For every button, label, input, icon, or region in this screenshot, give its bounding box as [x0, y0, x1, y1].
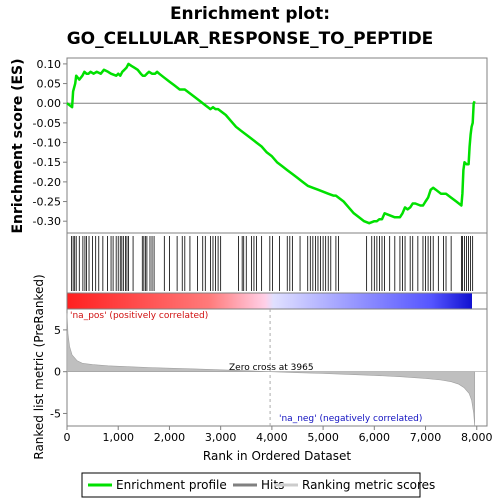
legend-label-enrichment-profile: Enrichment profile [116, 478, 227, 492]
es-curve [66, 62, 476, 225]
metric-x-tick-label: 0 [64, 431, 71, 444]
metric-x-tick-label: 3,000 [205, 431, 237, 444]
legend-label-hits: Hits [261, 478, 284, 492]
es-y-tick-label: 0.10 [37, 58, 62, 71]
metric-x-axis: 0 1,000 2,000 3,000 4,000 5,000 6,000 7,000 8,00… [64, 426, 493, 444]
es-y-tick-label: -0.30 [33, 215, 61, 228]
metric-x-tick-label: 6,000 [359, 431, 391, 444]
chart-title-line2: GO_CELLULAR_RESPONSE_TO_PEPTIDE [67, 29, 434, 49]
metric-x-tick-label: 1,000 [102, 431, 134, 444]
es-y-tick-label: 0.05 [37, 78, 62, 91]
metric-x-tick-label: 7,000 [410, 431, 442, 444]
es-y-tick-label: -0.10 [33, 137, 61, 150]
hits-panel-frame [66, 232, 488, 294]
metric-y-tick-label: 0 [54, 366, 61, 379]
es-panel-frame [66, 57, 488, 234]
legend-label-ranking-metric-scores: Ranking metric scores [302, 478, 435, 492]
neg-correlated-annotation: 'na_neg' (negatively correlated) [279, 414, 422, 424]
es-y-axis-label: Enrichment score (ES) [10, 58, 26, 233]
es-y-tick-label: 0.00 [37, 97, 62, 110]
metric-x-tick-label: 2,000 [154, 431, 186, 444]
metric-y-tick-label: 5 [54, 324, 61, 337]
hits-layer [71, 236, 474, 291]
es-y-tick-label: -0.25 [33, 196, 61, 209]
metric-x-tick-label: 5,000 [307, 431, 339, 444]
metric-x-tick-label: 8,000 [461, 431, 493, 444]
metric-y-axis: 5 0 -5 [50, 324, 67, 420]
metric-x-tick-label: 4,000 [256, 431, 288, 444]
rank-color-band [67, 293, 472, 309]
es-y-tick-label: -0.05 [33, 117, 61, 130]
es-curve-layer [66, 62, 476, 225]
metric-area [66, 313, 476, 427]
pos-correlated-annotation: 'na_pos' (positively correlated) [70, 311, 208, 321]
metric-x-axis-label: Rank in Ordered Dataset [203, 449, 351, 463]
metric-y-axis-label: Ranked list metric (PreRanked) [32, 274, 46, 459]
zero-cross-annotation: Zero cross at 3965 [229, 363, 314, 373]
es-y-tick-label: -0.20 [33, 176, 61, 189]
metric-layer [66, 309, 487, 427]
es-y-tick-label: -0.15 [33, 156, 61, 169]
chart-title-line1: Enrichment plot: [170, 4, 330, 24]
es-y-axis: 0.10 0.05 0.00 -0.05 -0.10 -0.15 -0.20 -0.25 -0.… [33, 58, 67, 228]
metric-y-tick-label: -5 [50, 407, 61, 420]
